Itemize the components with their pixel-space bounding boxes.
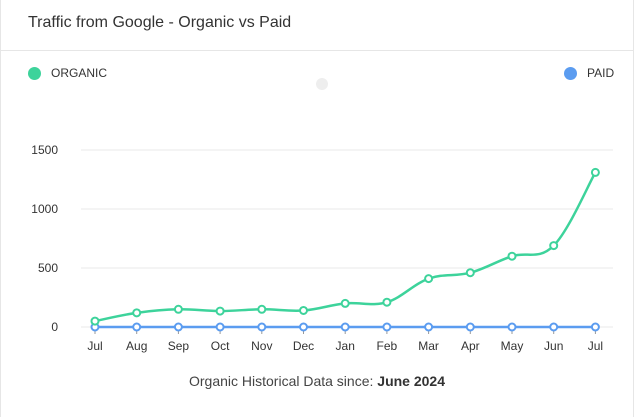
data-point-organic <box>340 298 350 308</box>
data-point-organic <box>507 251 517 261</box>
legend-item-organic[interactable]: ORGANIC <box>28 66 107 80</box>
data-point-organic <box>590 167 600 177</box>
data-point-paid <box>590 322 600 332</box>
data-point-paid <box>382 322 392 332</box>
data-point-paid <box>465 322 475 332</box>
data-point-paid <box>549 322 559 332</box>
chart-title: Traffic from Google - Organic vs Paid <box>28 14 292 31</box>
x-tick-label: Sep <box>168 339 190 353</box>
data-point-organic <box>257 304 267 314</box>
footer-prefix: Organic Historical Data since: <box>188 373 374 389</box>
x-tick-label: Nov <box>251 339 272 353</box>
x-tick-label: Mar <box>418 339 439 353</box>
legend-item-paid[interactable]: PAID <box>564 66 614 80</box>
x-tick-label: Jun <box>544 339 563 353</box>
data-point-paid <box>340 322 350 332</box>
data-point-organic <box>465 268 475 278</box>
data-point-paid <box>507 322 517 332</box>
x-tick-label: Dec <box>293 339 314 353</box>
data-point-organic <box>299 305 308 315</box>
x-tick-label: Jul <box>87 339 102 353</box>
footer-date: June 2024 <box>377 373 445 389</box>
data-point-organic <box>382 297 392 307</box>
loading-dot <box>316 78 328 90</box>
legend-paid-dot <box>564 66 577 80</box>
legend-organic-dot <box>28 66 41 80</box>
x-tick-label: Feb <box>377 339 398 353</box>
x-tick-label: Apr <box>461 339 480 353</box>
y-tick-label: 0 <box>51 320 58 334</box>
data-point-paid <box>257 322 267 332</box>
data-point-paid <box>424 322 434 332</box>
data-point-paid <box>299 322 308 332</box>
data-point-organic <box>424 274 434 284</box>
data-point-organic <box>215 306 225 316</box>
y-tick-label: 1500 <box>31 143 58 157</box>
y-tick-label: 1000 <box>31 202 58 216</box>
x-tick-label: Jul <box>588 339 603 353</box>
data-point-organic <box>132 308 142 318</box>
data-point-organic <box>90 316 100 326</box>
data-point-paid <box>215 322 225 332</box>
x-tick-label: Jan <box>336 339 355 353</box>
data-point-paid <box>173 322 183 332</box>
legend-organic-label: ORGANIC <box>51 66 108 80</box>
x-tick-label: May <box>501 339 524 353</box>
data-point-organic <box>549 241 559 251</box>
chart-footer: Organic Historical Data since: June 2024 <box>1 373 633 389</box>
x-tick-label: Aug <box>126 339 147 353</box>
y-tick-label: 500 <box>38 261 58 275</box>
series-line-organic <box>93 171 597 323</box>
x-tick-label: Oct <box>211 339 230 353</box>
data-point-paid <box>132 322 142 332</box>
card-header: Traffic from Google - Organic vs Paid <box>1 0 633 51</box>
legend-paid-label: PAID <box>587 66 615 80</box>
data-point-organic <box>173 304 183 314</box>
